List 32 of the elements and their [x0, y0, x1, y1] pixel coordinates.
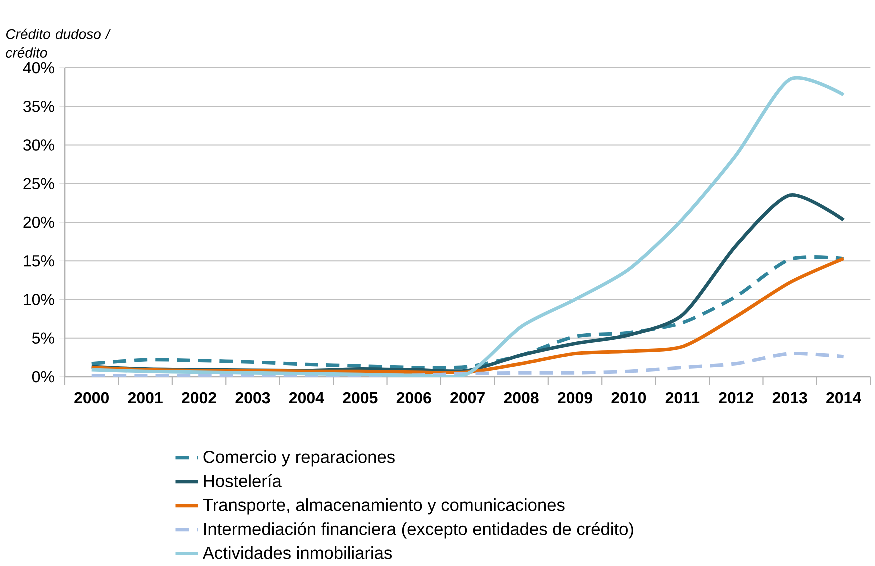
x-tick-label: 2003	[236, 392, 270, 404]
x-tick-label: 2004	[289, 392, 324, 404]
x-tick-label: 2002	[182, 392, 216, 404]
y-tick-label: 15%	[24, 255, 54, 267]
y-tick-label: 0%	[32, 371, 54, 383]
x-tick-label: 2006	[396, 392, 432, 404]
y-tick-label: 30%	[24, 140, 54, 151]
x-tick-label: 2001	[128, 392, 163, 404]
x-tick-label: 2010	[612, 392, 646, 404]
legend-label: Hostelería	[204, 474, 282, 488]
line-series	[90, 352, 846, 377]
y-tick-label: 40%	[23, 62, 54, 74]
x-tick-label: 2014	[826, 392, 862, 404]
y-tick-label: 5%	[32, 332, 54, 344]
x-tick-label: 2011	[666, 392, 700, 404]
legend-label: Actividades inmobiliarias	[202, 546, 392, 560]
legend-label: Transporte, almacenamiento y comunicaciones	[203, 498, 565, 515]
x-tick-label: 2007	[450, 392, 485, 404]
line-series	[90, 76, 846, 377]
x-tick-label: 2000	[74, 392, 109, 404]
y-tick-label: 25%	[24, 178, 54, 190]
y-axis-title: Crédito dudoso / crédito	[6, 28, 112, 58]
x-tick-label: 2008	[504, 392, 539, 404]
x-tick-label: 2013	[772, 392, 808, 404]
x-tick-label: 2012	[719, 392, 754, 404]
y-tick-label: 20%	[24, 216, 54, 228]
y-tick-label: 35%	[24, 100, 54, 112]
legend-label: Intermediación financiera (excepto entidades de crédito)	[204, 522, 634, 539]
x-tick-label: 2009	[558, 392, 592, 404]
y-tick-label: 10%	[24, 294, 54, 306]
legend-label: Comercio y reparaciones	[204, 450, 395, 467]
x-tick-label: 2005	[343, 392, 378, 404]
